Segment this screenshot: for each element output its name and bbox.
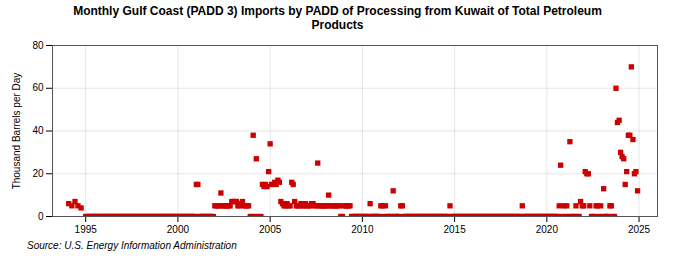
svg-text:80: 80 <box>32 39 44 50</box>
svg-text:60: 60 <box>32 82 44 93</box>
svg-text:2015: 2015 <box>443 223 466 234</box>
svg-text:2010: 2010 <box>351 223 374 234</box>
svg-text:2020: 2020 <box>536 223 559 234</box>
svg-text:20: 20 <box>32 168 44 179</box>
svg-text:2025: 2025 <box>628 223 651 234</box>
html-text:Source: U.S. Energy Informatio: Source: U.S. Energy Information Administ… <box>27 239 237 251</box>
svg-text:1995: 1995 <box>75 223 98 234</box>
svg-text:2000: 2000 <box>167 223 190 234</box>
svg-text:40: 40 <box>32 125 44 136</box>
svg-text:Thousand Barrels per Day: Thousand Barrels per Day <box>11 72 22 189</box>
html-text:Monthly Gulf Coast (PADD 3) Im: Monthly Gulf Coast (PADD 3) Imports by P… <box>73 4 602 33</box>
svg-text:0: 0 <box>38 210 44 221</box>
svg-text:2005: 2005 <box>259 223 282 234</box>
